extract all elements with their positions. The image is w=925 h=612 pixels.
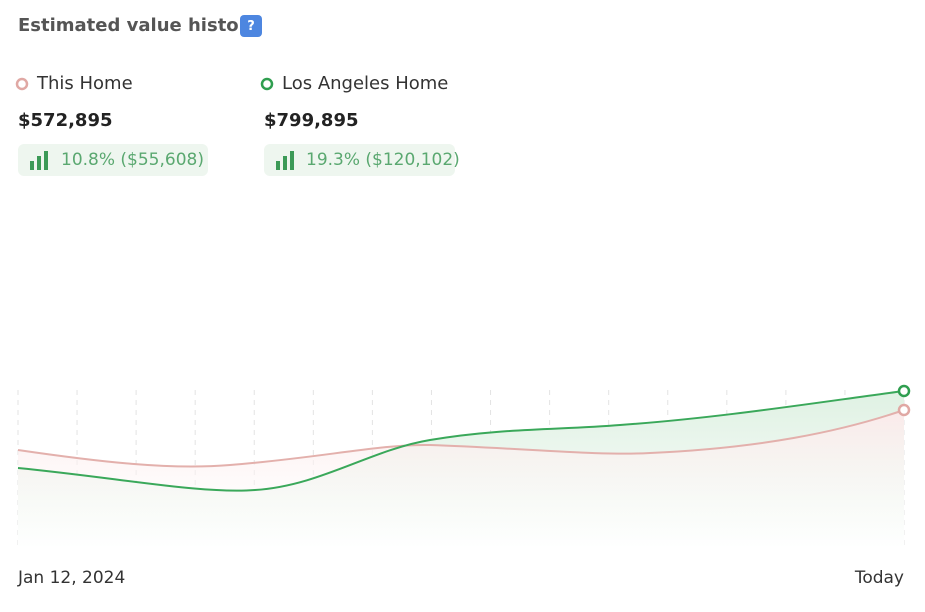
line-la — [17, 390, 905, 492]
x-label-start: Jan 12, 2024 — [17, 568, 125, 588]
title: Estimated value history — [18, 15, 260, 36]
change-pill — [18, 144, 208, 176]
help-icon[interactable]: ? — [247, 19, 255, 34]
end-point — [897, 403, 911, 417]
change-pill — [264, 144, 455, 176]
growth-icon — [30, 151, 48, 170]
area-this-home — [18, 410, 904, 548]
legend-value: $799,895 — [264, 110, 359, 131]
end-point — [897, 384, 911, 398]
legend-name: Los Angeles Home — [282, 73, 448, 94]
growth-icon — [276, 151, 294, 170]
legend-name: This Home — [36, 73, 133, 94]
legend-dot — [15, 77, 29, 91]
change-text: 10.8% ($55,608) — [61, 150, 204, 170]
change-text: 19.3% ($120,102) — [306, 150, 460, 170]
help-icon-box[interactable] — [240, 15, 262, 37]
legend-value: $572,895 — [18, 110, 113, 131]
x-label-end: Today — [854, 568, 904, 588]
legend-dot — [260, 77, 274, 91]
line-this-home — [17, 409, 905, 468]
